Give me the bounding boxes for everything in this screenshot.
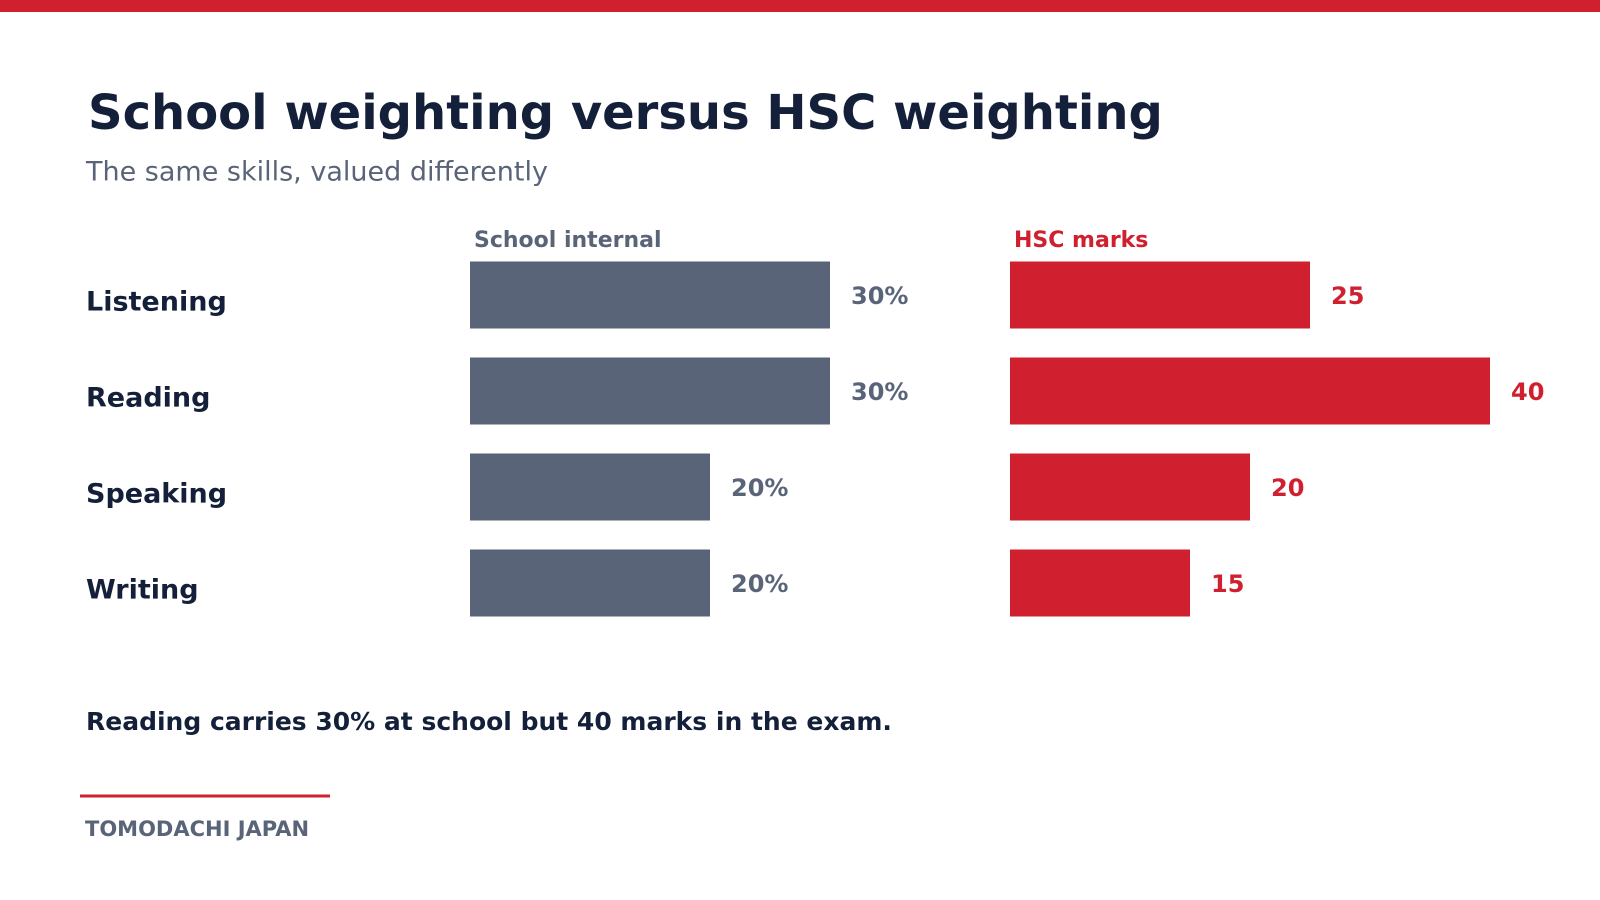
value-label: 40 [1511,378,1544,406]
bar [470,453,710,521]
category-label: Writing [86,575,199,606]
bar [1010,453,1250,521]
note: Reading carries 30% at school but 40 mar… [86,707,892,736]
category-label: Listening [86,287,227,318]
panel-header: HSC marks [1014,228,1148,253]
category-label: Reading [86,383,210,414]
value-label: 20% [731,474,788,502]
value-label: 20% [731,570,788,598]
value-label: 15 [1211,570,1244,598]
footer: TOMODACHI JAPAN [85,817,309,841]
value-label: 30% [851,282,908,310]
value-label: 30% [851,378,908,406]
bar [470,549,710,617]
bar [1010,357,1490,425]
value-label: 20 [1271,474,1304,502]
category-label: Speaking [86,479,227,510]
bar [470,261,830,329]
subtitle: The same skills, valued differently [85,157,548,188]
bar [1010,261,1310,329]
value-label: 25 [1331,282,1364,310]
bar [470,357,830,425]
top-accent [0,0,1600,12]
panel-header: School internal [474,228,662,253]
bar [1010,549,1190,617]
title: School weighting versus HSC weighting [88,85,1163,141]
